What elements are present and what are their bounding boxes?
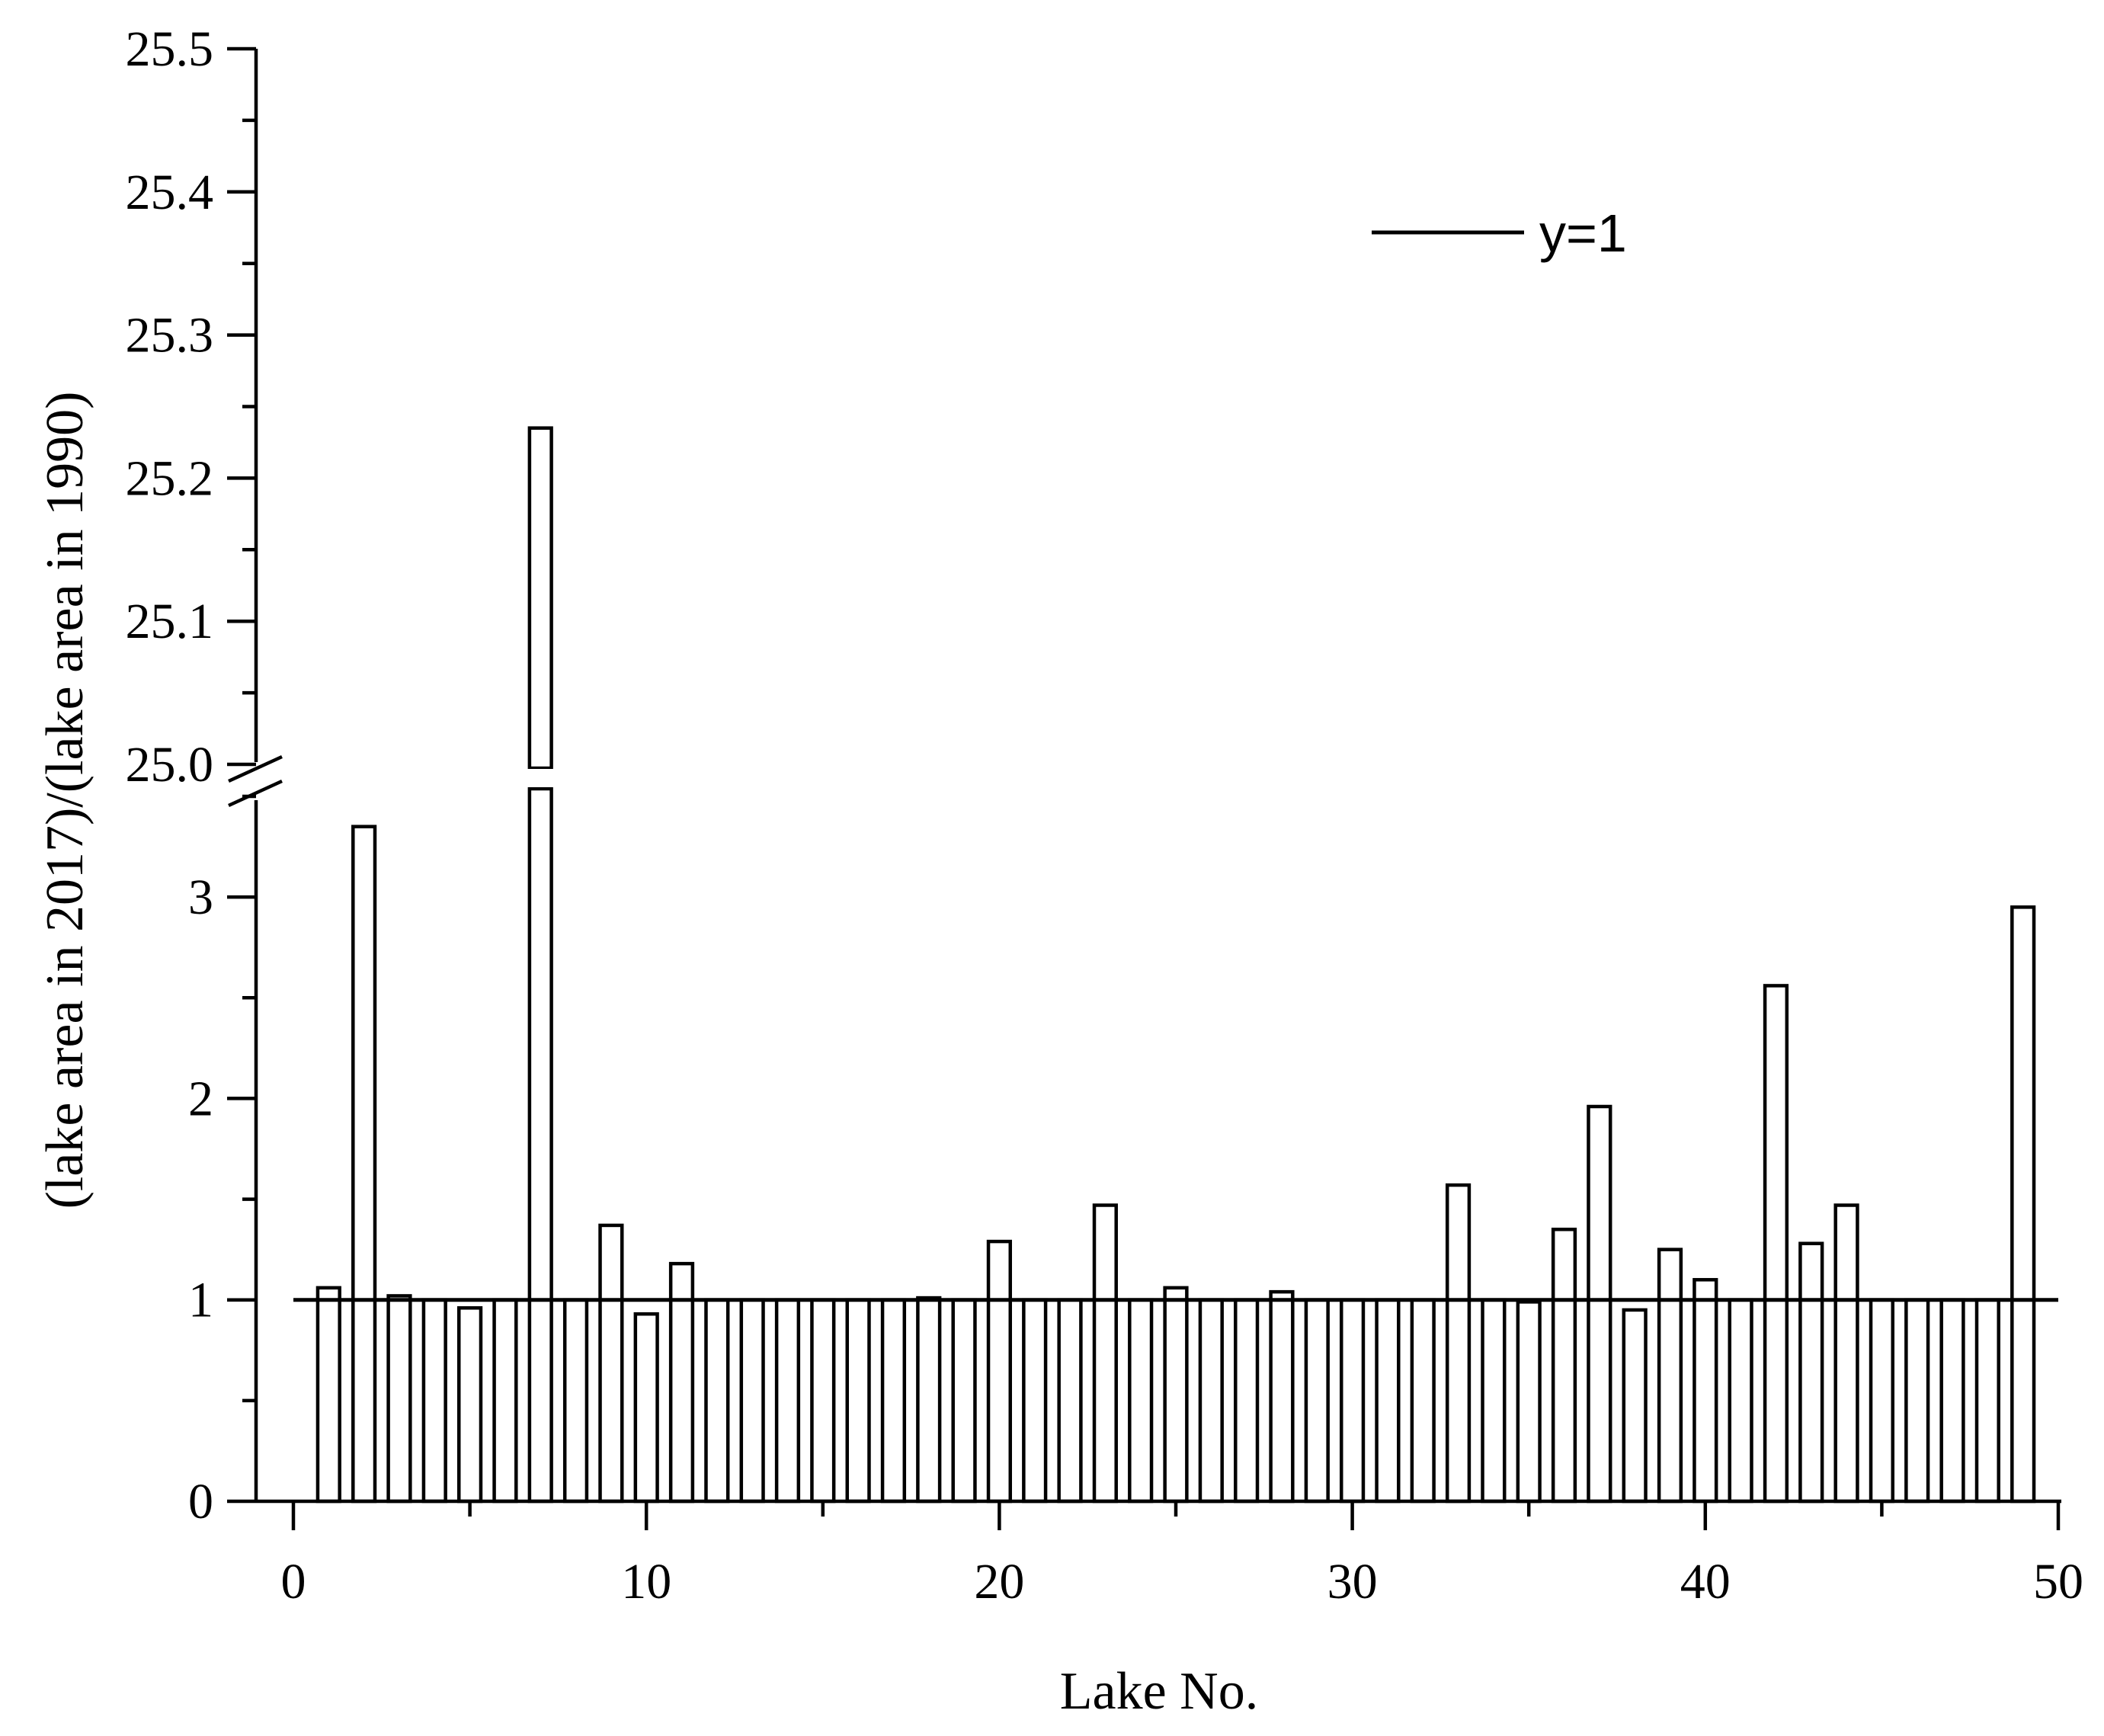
bar-lake-25 bbox=[1163, 1286, 1189, 1504]
bar-lake-3 bbox=[386, 1294, 412, 1504]
bar-lake-22 bbox=[1057, 1298, 1083, 1504]
bar-lake-36 bbox=[1551, 1227, 1577, 1504]
bar-lake-2 bbox=[351, 825, 377, 1504]
y-axis-break-mark-bottom bbox=[228, 779, 283, 808]
bar-lake-7 bbox=[527, 786, 553, 1504]
bar-lake-37 bbox=[1587, 1104, 1612, 1504]
y-tick-label: 2 bbox=[188, 1071, 213, 1126]
bar-lake-5 bbox=[456, 1306, 483, 1504]
bar-lake-39 bbox=[1657, 1248, 1683, 1504]
bar-lake-29 bbox=[1304, 1298, 1330, 1504]
y-tick-label: 25.5 bbox=[126, 21, 214, 77]
bar-lake-42 bbox=[1763, 984, 1789, 1504]
bar-lake-21 bbox=[1022, 1298, 1048, 1504]
bar-lake-24 bbox=[1128, 1298, 1154, 1504]
bar-lake-4 bbox=[421, 1298, 447, 1504]
bar-lake-7-upper bbox=[527, 426, 553, 770]
bar-lake-31 bbox=[1375, 1298, 1401, 1504]
bar-lake-14 bbox=[774, 1298, 801, 1504]
y-tick-label: 3 bbox=[188, 870, 213, 925]
bar-lake-48 bbox=[1974, 1298, 2000, 1504]
bar-lake-17 bbox=[880, 1298, 907, 1504]
y-axis-title: (lake area in 2017)/(lake area in 1990) bbox=[36, 392, 94, 1209]
bar-lake-1 bbox=[315, 1286, 341, 1504]
bar-lake-9 bbox=[598, 1223, 624, 1504]
x-axis-title: Lake No. bbox=[1060, 1662, 1258, 1721]
bar-lake-13 bbox=[739, 1298, 765, 1504]
legend-label: y=1 bbox=[1539, 203, 1627, 263]
y-tick-label: 0 bbox=[188, 1474, 213, 1529]
x-tick-label: 20 bbox=[974, 1554, 1024, 1609]
bar-lake-46 bbox=[1904, 1298, 1930, 1504]
y-tick-label: 25.2 bbox=[126, 450, 214, 506]
bar-lake-49 bbox=[2010, 905, 2036, 1504]
bar-lake-10 bbox=[633, 1312, 659, 1504]
x-tick-label: 10 bbox=[621, 1554, 671, 1609]
bar-lake-40 bbox=[1692, 1278, 1718, 1504]
bar-lake-38 bbox=[1622, 1308, 1648, 1504]
x-tick-label: 0 bbox=[281, 1554, 306, 1609]
y-tick-label: 25.0 bbox=[126, 737, 214, 793]
x-tick-label: 50 bbox=[2033, 1554, 2083, 1609]
x-tick-label: 30 bbox=[1327, 1554, 1378, 1609]
y-tick-label: 25.4 bbox=[126, 165, 214, 220]
bar-lake-26 bbox=[1198, 1298, 1224, 1504]
bar-lake-35 bbox=[1516, 1300, 1542, 1504]
bar-break-gap bbox=[524, 769, 556, 787]
bar-lake-6 bbox=[492, 1298, 518, 1504]
legend: y=1 bbox=[1372, 203, 1627, 263]
bar-lake-18 bbox=[916, 1296, 942, 1504]
y-tick-label: 25.1 bbox=[126, 594, 214, 649]
bar-lake-12 bbox=[704, 1298, 730, 1504]
bar-lake-15 bbox=[810, 1298, 836, 1504]
bar-lake-45 bbox=[1869, 1298, 1895, 1504]
bar-lake-47 bbox=[1939, 1298, 1965, 1504]
y-axis-break-mark-top bbox=[228, 754, 283, 783]
bar-lake-27 bbox=[1234, 1298, 1260, 1504]
x-tick-label: 40 bbox=[1680, 1554, 1731, 1609]
bar-lake-20 bbox=[986, 1239, 1013, 1504]
y-tick-label: 25.3 bbox=[126, 308, 214, 364]
bar-lake-8 bbox=[562, 1298, 589, 1504]
bar-lake-33 bbox=[1445, 1183, 1472, 1504]
y-tick-label: 1 bbox=[188, 1273, 213, 1328]
bar-lake-44 bbox=[1833, 1203, 1859, 1504]
bar-lake-19 bbox=[951, 1298, 977, 1504]
bar-lake-34 bbox=[1481, 1298, 1507, 1504]
bar-lake-16 bbox=[845, 1298, 871, 1504]
bar-lake-23 bbox=[1092, 1203, 1118, 1504]
bars-layer bbox=[315, 426, 2036, 1504]
bar-lake-41 bbox=[1728, 1298, 1753, 1504]
bar-lake-28 bbox=[1269, 1289, 1295, 1504]
bar-lake-43 bbox=[1798, 1241, 1824, 1504]
bar-lake-32 bbox=[1410, 1298, 1436, 1504]
bar-lake-30 bbox=[1339, 1298, 1366, 1504]
